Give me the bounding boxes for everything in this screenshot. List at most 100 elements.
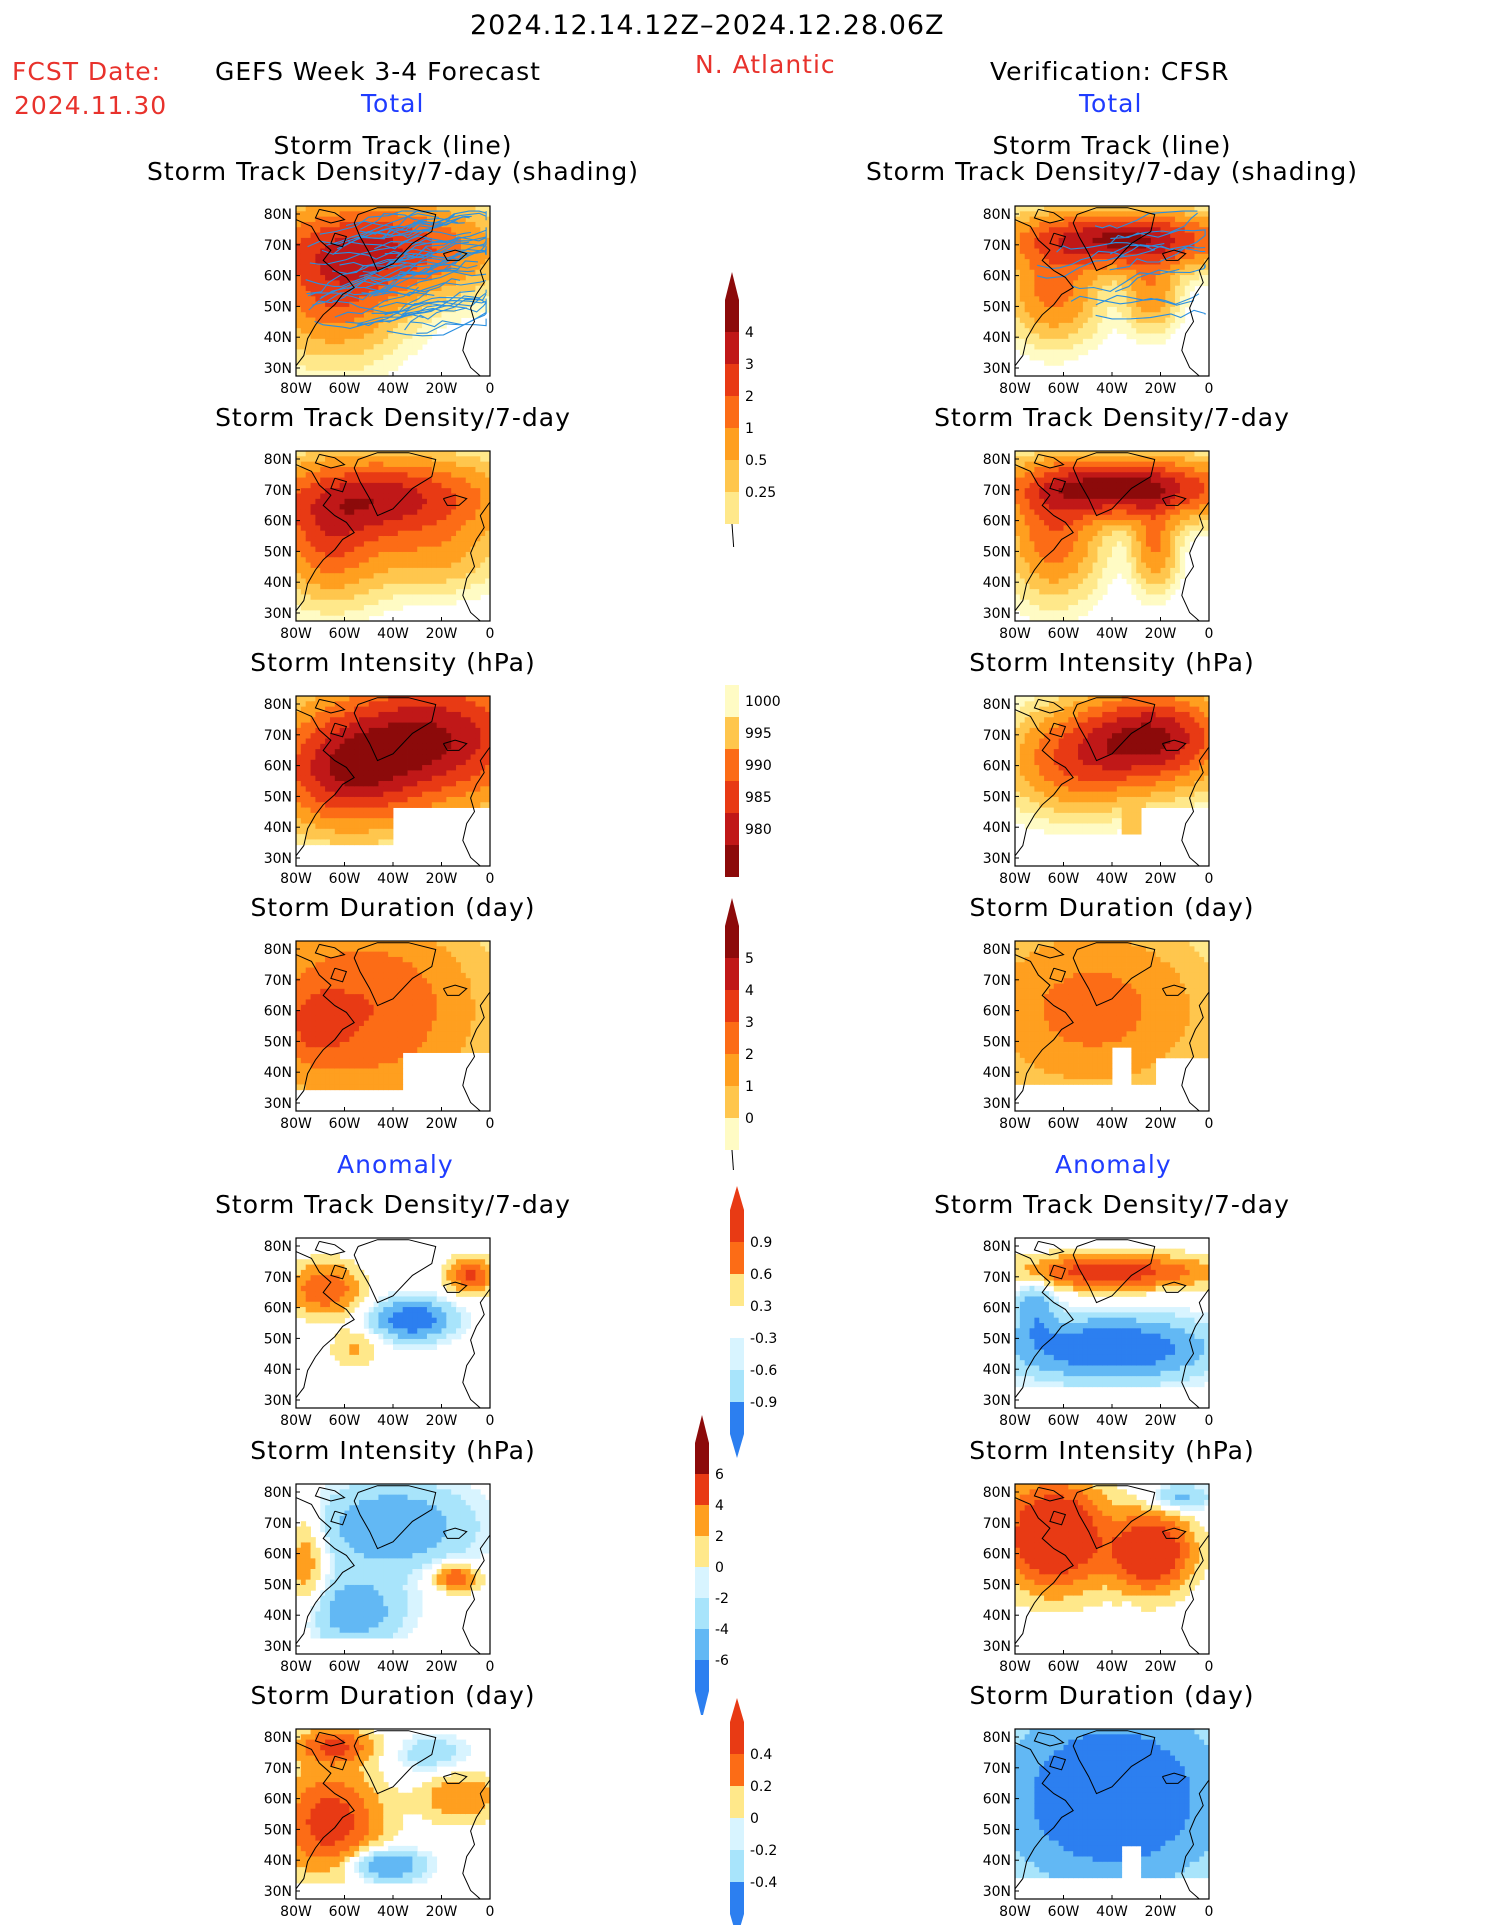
heatmap-cell	[300, 781, 307, 787]
heatmap-cell	[402, 583, 408, 590]
heatmap-cell	[480, 578, 486, 585]
heatmap-cell	[456, 216, 462, 223]
heatmap-cell	[363, 972, 370, 979]
heatmap-cell	[485, 988, 491, 995]
heatmap-cell	[320, 466, 326, 473]
heatmap-cell	[339, 610, 345, 617]
heatmap-cell	[485, 781, 491, 787]
heatmap-cell	[417, 988, 423, 995]
heatmap-cell	[315, 1253, 321, 1260]
heatmap-cell	[339, 206, 345, 212]
heatmap-cell	[417, 1036, 423, 1043]
heatmap-cell	[470, 573, 476, 579]
heatmap-cell	[407, 1010, 413, 1016]
heatmap-cell	[305, 781, 311, 787]
heatmap-cell	[460, 1264, 467, 1271]
heatmap-cell	[412, 749, 418, 755]
heatmap-cell	[359, 312, 365, 318]
heatmap-cell	[475, 567, 481, 574]
heatmap-cell	[470, 967, 476, 974]
heatmap-cell	[310, 525, 316, 532]
heatmap-cell	[436, 493, 442, 500]
heatmap-cell	[393, 1010, 399, 1016]
heatmap-cell	[426, 317, 433, 324]
heatmap-cell	[363, 514, 370, 521]
heatmap-cell	[441, 573, 447, 579]
heatmap-cell	[485, 237, 491, 244]
heatmap-cell	[315, 1068, 321, 1075]
heatmap-cell	[354, 322, 360, 329]
heatmap-cell	[436, 786, 442, 793]
heatmap-cell	[446, 1004, 452, 1011]
heatmap-cell	[417, 1015, 423, 1022]
heatmap-cell	[446, 451, 452, 457]
heatmap-cell	[475, 1269, 481, 1276]
heatmap-cell	[465, 775, 471, 782]
heatmap-cell	[451, 1333, 457, 1340]
heatmap-cell	[315, 338, 321, 345]
heatmap-cell	[475, 280, 481, 287]
heatmap-cell	[431, 498, 438, 505]
heatmap-cell	[383, 360, 389, 366]
heatmap-cell	[441, 456, 447, 463]
heatmap-cell	[417, 583, 423, 590]
heatmap-cell	[344, 1015, 350, 1022]
heatmap-cell	[354, 221, 360, 228]
heatmap-cell	[296, 1031, 302, 1038]
heatmap-cell	[460, 243, 467, 249]
heatmap-cell	[407, 232, 413, 239]
heatmap-cell	[426, 1047, 433, 1053]
heatmap-cell	[359, 216, 365, 223]
heatmap-cell	[320, 1307, 326, 1313]
heatmap-cell	[426, 775, 433, 782]
heatmap-cell	[397, 775, 404, 782]
heatmap-cell	[402, 802, 408, 808]
heatmap-cell	[334, 599, 341, 606]
heatmap-cell	[325, 1010, 331, 1016]
heatmap-cell	[393, 1031, 399, 1038]
heatmap-cell	[465, 541, 471, 548]
heatmap-cell	[388, 754, 394, 761]
heatmap-cell	[402, 243, 408, 249]
lat-label: 60N	[264, 514, 292, 530]
heatmap-cell	[383, 823, 389, 830]
heatmap-cell	[393, 1057, 399, 1064]
heatmap-cell	[373, 941, 379, 947]
heatmap-cell	[426, 509, 433, 516]
heatmap-cell	[354, 520, 360, 526]
heatmap-cell	[349, 317, 355, 324]
heatmap-cell	[475, 551, 481, 558]
heatmap-cell	[470, 264, 476, 271]
heatmap-cell	[329, 796, 336, 803]
heatmap-cell	[378, 706, 384, 713]
heatmap-cell	[373, 1079, 379, 1085]
heatmap-cell	[329, 1015, 336, 1022]
heatmap-cell	[363, 711, 370, 718]
heatmap-cell	[300, 1275, 307, 1281]
heatmap-cell	[329, 802, 336, 808]
heatmap-cell	[402, 280, 408, 287]
heatmap-cell	[368, 775, 374, 782]
heatmap-cell	[485, 967, 491, 974]
heatmap-cell	[393, 967, 399, 974]
heatmap-cell	[470, 770, 476, 777]
heatmap-cell	[320, 727, 326, 734]
heatmap-cell	[344, 589, 350, 595]
heatmap-cell	[417, 749, 423, 755]
heatmap-cell	[465, 221, 471, 228]
heatmap-cell	[296, 615, 302, 622]
heatmap-cell	[315, 1073, 321, 1080]
heatmap-cell	[436, 451, 442, 457]
heatmap-cell	[422, 1020, 428, 1027]
heatmap-cell	[320, 1280, 326, 1287]
heatmap-cell	[320, 488, 326, 494]
heatmap-cell	[339, 1275, 345, 1281]
heatmap-cell	[320, 573, 326, 579]
heatmap-cell	[344, 1344, 350, 1350]
heatmap-cell	[426, 493, 433, 500]
heatmap-cell	[349, 738, 355, 745]
heatmap-cell	[359, 477, 365, 484]
heatmap-cell	[402, 466, 408, 473]
heatmap-cell	[359, 514, 365, 521]
